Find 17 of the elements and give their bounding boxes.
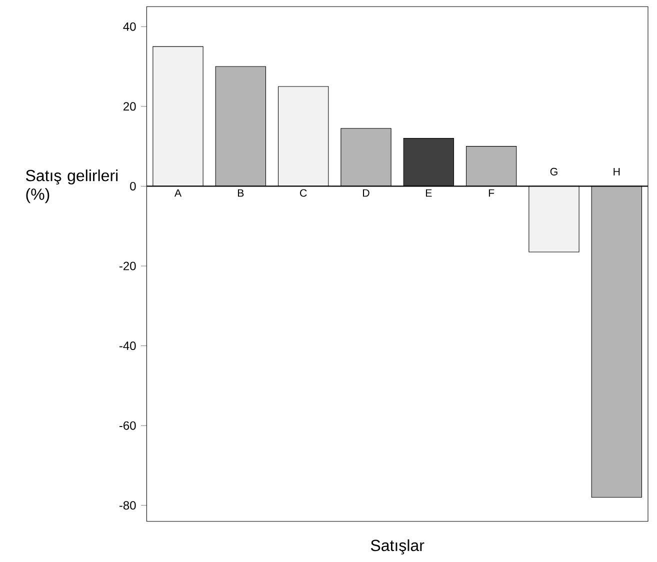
- x-tick-label: A: [174, 189, 182, 197]
- x-tick-label: E: [426, 189, 432, 197]
- y-tick-label: -40: [119, 342, 136, 350]
- y-tick-label: -60: [119, 421, 136, 430]
- x-tick-label: C: [300, 189, 307, 197]
- y-tick-label: 0: [130, 182, 136, 190]
- y-tick-label: 20: [124, 102, 136, 111]
- x-axis-title: Satışlar: [370, 539, 424, 554]
- y-axis-title: Satış gelirleri (%): [26, 170, 118, 204]
- x-tick-label: B: [238, 189, 244, 197]
- y-tick-label: -20: [119, 262, 136, 270]
- x-tick-label: F: [488, 189, 494, 197]
- x-tick-label: G: [550, 168, 558, 176]
- x-tick-label: H: [614, 168, 620, 176]
- y-tick-label: 40: [123, 22, 136, 31]
- y-tick-label: -80: [119, 501, 136, 510]
- x-tick-label: D: [363, 189, 370, 197]
